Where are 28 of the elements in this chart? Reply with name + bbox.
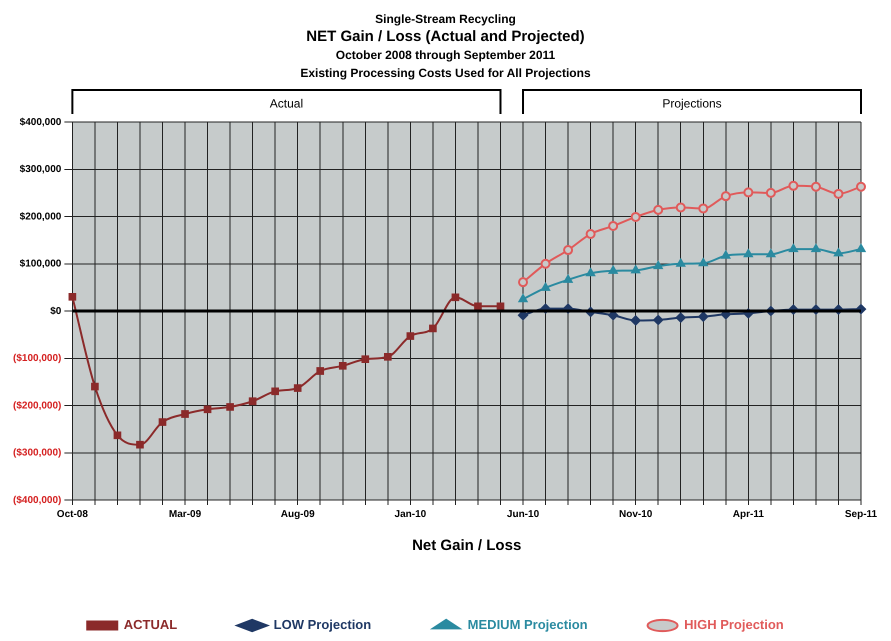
- text: Existing Processing Costs Used for All Projections: [299, 65, 592, 82]
- legend-label: LOW Projection: [274, 617, 372, 632]
- x-tick-label: Aug-09: [280, 508, 316, 520]
- text: Projections: [662, 96, 722, 110]
- chart-title: NET Gain / Loss (Actual and Projected): [305, 28, 586, 46]
- x-tick-label: Oct-08: [56, 508, 88, 520]
- chart-subtitle: October 2008 through September 2011: [334, 47, 556, 64]
- y-tick-label: $0: [50, 306, 62, 317]
- y-tick-label: $400,000: [20, 116, 62, 128]
- y-tick-label: $100,000: [20, 258, 62, 270]
- y-tick-label: ($400,000): [12, 494, 62, 506]
- x-tick-label: Sep-11: [844, 508, 878, 520]
- x-tick-label: Apr-11: [732, 508, 764, 520]
- x-tick-label: Nov-10: [618, 508, 653, 520]
- x-axis-title: Net Gain / Loss: [412, 537, 522, 554]
- text: Actual: [270, 96, 304, 110]
- y-tick-label: ($100,000): [12, 353, 62, 364]
- legend-label: HIGH Projection: [684, 617, 784, 632]
- text: Single-Stream Recycling: [374, 11, 517, 28]
- y-tick-label: $200,000: [20, 211, 62, 222]
- x-tick-label: Jan-10: [394, 508, 427, 520]
- y-tick-label: $300,000: [20, 164, 62, 175]
- x-tick-label: Jun-10: [506, 508, 540, 520]
- y-tick-label: ($300,000): [12, 448, 62, 458]
- y-tick-label: ($200,000): [12, 400, 62, 412]
- legend-label: MEDIUM Projection: [468, 617, 588, 632]
- x-tick-label: Mar-09: [168, 508, 202, 520]
- legend-label: ACTUAL: [124, 617, 178, 632]
